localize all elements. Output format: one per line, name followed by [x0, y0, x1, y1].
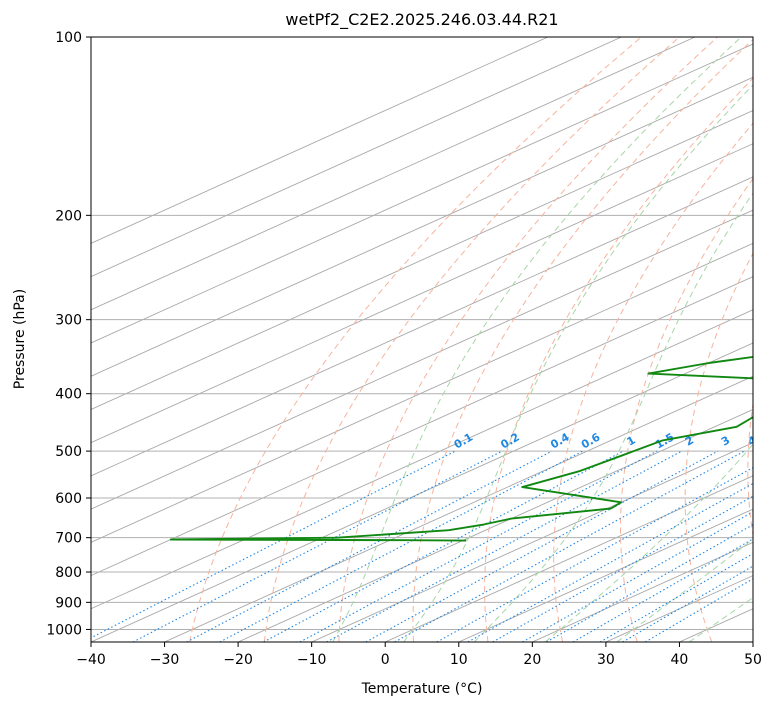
mixing-ratio-line	[365, 450, 719, 642]
mixing-ratio-line	[492, 495, 753, 642]
y-tick-label: 100	[55, 30, 82, 46]
mixing-ratio-line	[436, 466, 753, 642]
moist-adiabat-line	[332, 37, 742, 642]
x-tick-label: 20	[523, 652, 541, 668]
isotherm-line	[164, 375, 753, 642]
y-tick-label: 800	[55, 565, 82, 581]
y-tick-label: 300	[55, 313, 82, 329]
x-tick-label: 40	[671, 652, 689, 668]
moist-adiabat-line	[403, 84, 753, 642]
isobar-gridlines	[91, 37, 753, 630]
isotherm-line	[458, 508, 753, 642]
mixing-ratio-line	[467, 482, 753, 642]
isotherm-line	[91, 209, 753, 510]
chart-title: wetPf2_C2E2.2025.246.03.44.R21	[285, 10, 558, 30]
isotherm-line	[91, 43, 753, 344]
x-tick-label: −20	[223, 652, 253, 668]
x-tick-label: 30	[597, 652, 615, 668]
dry-adiabat-line	[263, 37, 680, 642]
y-axis-title: Pressure (hPa)	[12, 289, 28, 389]
sounding-profiles	[169, 355, 753, 542]
isotherm-lines	[91, 37, 753, 642]
isotherm-line	[91, 276, 753, 577]
isotherm-line	[91, 176, 753, 477]
isotherm-line	[311, 442, 753, 642]
mixing-ratio-lines	[91, 450, 753, 642]
mixing-ratio-line	[186, 450, 553, 642]
moist-adiabat-line	[688, 597, 753, 642]
isotherm-line	[91, 109, 753, 410]
mixing-ratio-line	[522, 511, 753, 642]
plot-frame	[90, 36, 754, 643]
isotherm-line	[91, 242, 753, 543]
mixing-ratio-label: 4	[746, 433, 759, 448]
isotherm-line	[91, 37, 549, 244]
isotherm-line	[385, 475, 753, 642]
y-tick-label: 200	[55, 208, 82, 224]
mixing-ratio-line	[132, 450, 503, 642]
x-tick-label: −10	[297, 652, 327, 668]
y-tick-label: 1000	[46, 622, 82, 638]
dewpoint-profile	[169, 355, 753, 542]
mixing-ratio-line	[91, 450, 456, 639]
moist-adiabat-line	[544, 443, 753, 642]
isotherm-line	[91, 143, 753, 444]
mixing-ratio-line	[546, 524, 753, 642]
mixing-ratio-line	[299, 450, 658, 642]
x-axis-ticks: −40 −30 −20 −10 0 10 20 30 40 50	[76, 642, 762, 668]
y-tick-label: 500	[55, 444, 82, 460]
y-tick-label: 900	[55, 595, 82, 611]
dry-adiabat-line	[553, 122, 753, 642]
dry-adiabat-line	[684, 252, 753, 642]
x-axis-title: Temperature (°C)	[361, 681, 483, 697]
y-tick-label: 700	[55, 531, 82, 547]
isotherm-line	[91, 37, 696, 311]
dry-adiabat-line	[189, 37, 642, 642]
y-axis-ticks: 100 200 300 400 500 600 700 800 900 1000	[46, 30, 91, 638]
isotherm-line	[91, 342, 753, 642]
plot-area: 0.10.20.40.611.52346810131620253036-100-…	[91, 37, 759, 642]
x-tick-label: 10	[450, 652, 468, 668]
x-tick-label: −40	[76, 652, 106, 668]
y-tick-label: 400	[55, 387, 82, 403]
isotherm-line	[91, 76, 753, 377]
mixing-ratio-line	[326, 450, 683, 642]
mixing-ratio-line	[219, 450, 584, 642]
dry-adiabat-line	[619, 177, 753, 642]
x-tick-label: 50	[744, 652, 762, 668]
isotherm-line	[91, 309, 753, 610]
x-tick-label: 0	[381, 652, 390, 668]
y-tick-label: 600	[55, 491, 82, 507]
x-tick-label: −30	[150, 652, 180, 668]
dry-adiabat-line	[338, 37, 718, 642]
isotherm-line	[91, 37, 622, 278]
